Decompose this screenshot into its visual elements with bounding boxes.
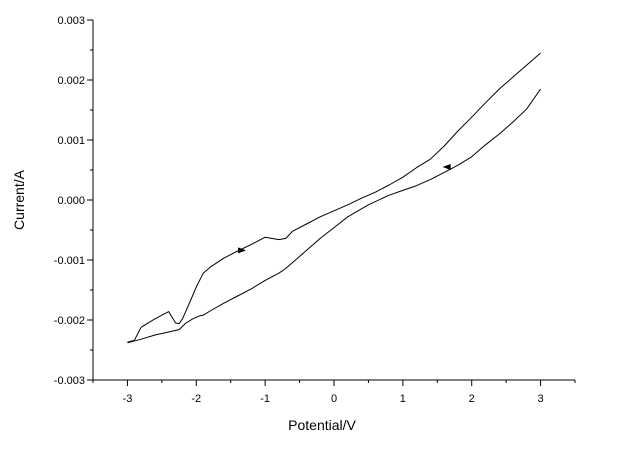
y-tick-label: 0.003: [57, 15, 85, 27]
x-tick-label: 3: [538, 393, 544, 405]
x-tick-label: -1: [260, 393, 270, 405]
x-tick-label: 2: [469, 393, 475, 405]
x-tick-label: 0: [331, 393, 337, 405]
y-tick-label: -0.002: [54, 315, 85, 327]
y-axis-title: Current/A: [11, 169, 27, 230]
y-tick-label: -0.003: [54, 375, 85, 387]
arrow-layer: [238, 164, 451, 254]
series-line-1: [127, 88, 542, 344]
series-layer: [127, 52, 542, 344]
x-axis-title: Potential/V: [288, 417, 356, 433]
x-axis-ticks: -3 -2 -1 0 1 2 3: [92, 380, 576, 405]
y-tick-label: 0.002: [57, 75, 85, 87]
direction-arrow: [442, 164, 451, 170]
y-tick-label: 0.001: [57, 135, 85, 147]
x-tick-label: 1: [400, 393, 406, 405]
y-tick-label: 0.000: [57, 195, 85, 207]
series-line-2: [127, 52, 541, 343]
y-axis-ticks: -0.003 -0.002 -0.001 0.000 0.001 0.002 0.003: [54, 15, 93, 387]
x-tick-label: -3: [123, 393, 133, 405]
x-tick-label: -2: [191, 393, 201, 405]
direction-arrow: [238, 247, 247, 254]
y-tick-label: -0.001: [54, 255, 85, 267]
